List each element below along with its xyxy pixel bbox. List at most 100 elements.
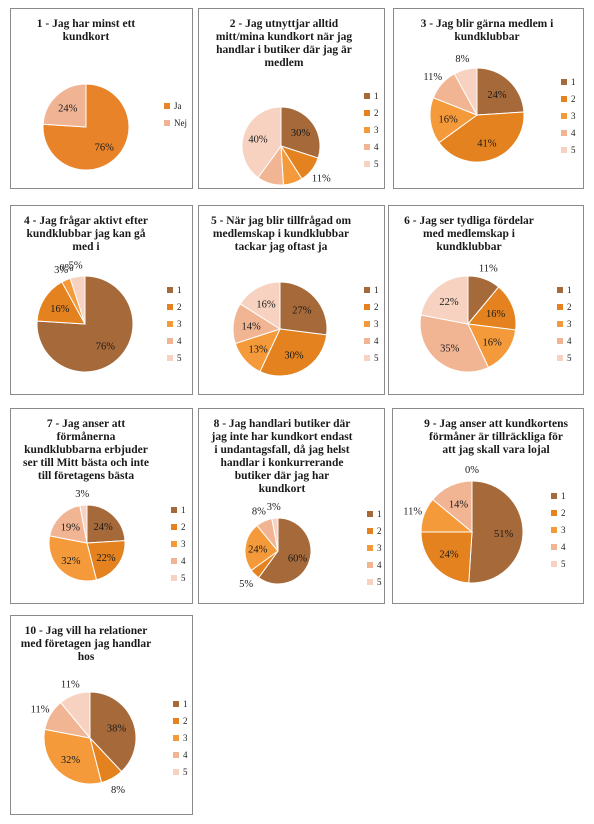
legend-label: 5 (177, 353, 182, 363)
slice-label: 0% (59, 263, 73, 274)
chart-title-line: 7 - Jag anser att (47, 418, 126, 430)
legend-label: 3 (374, 319, 379, 329)
legend-label: 4 (377, 560, 382, 570)
legend-label: 1 (377, 509, 382, 519)
chart-svg: 7 - Jag anser attförmånernakundklubbarna… (23, 418, 186, 583)
chart-title-line: 10 - Jag vill ha relationer (25, 625, 148, 637)
legend-label: 3 (177, 319, 182, 329)
legend-label: 4 (374, 336, 379, 346)
pie-slice (467, 323, 517, 369)
legend-label: 5 (571, 145, 576, 155)
slice-label: 22% (439, 297, 459, 308)
slice-label: 8% (111, 785, 125, 796)
pie-chart-7: 7 - Jag anser att förmånerna kundklubbarna… (10, 408, 193, 604)
pie-slice (36, 281, 86, 325)
pie-chart-6: 6 - Jag ser tydliga fördelar med medlemsk… (388, 205, 584, 395)
slice-label: 32% (61, 556, 81, 567)
legend-label: 1 (374, 285, 379, 295)
legend-label: 1 (567, 285, 572, 295)
pie-slice (89, 691, 137, 773)
pie-slice (79, 504, 88, 544)
legend-swatch (167, 304, 173, 310)
legend-label: 1 (183, 699, 188, 709)
legend-swatch (561, 96, 567, 102)
legend-swatch (367, 545, 373, 551)
slice-label: 24% (94, 522, 114, 533)
chart-title-line: i undantagsfall, då jag helst (214, 444, 349, 456)
pie-slice (241, 106, 282, 179)
slice-label: 40% (248, 135, 268, 146)
chart-title-line: ser till Mitt bästa och inte (23, 457, 149, 469)
chart-title-line: kundklubbar (436, 241, 501, 253)
legend-swatch (557, 304, 563, 310)
legend-swatch (364, 321, 370, 327)
pie-chart-2: 2 - Jag utnyttjar alltid mitt/mina kundko… (198, 8, 385, 189)
legend-swatch (551, 493, 557, 499)
legend-swatch (173, 701, 179, 707)
pie-slice (468, 480, 524, 584)
slice-label: 32% (61, 755, 81, 766)
pie-slice (86, 504, 126, 544)
legend-swatch (557, 287, 563, 293)
legend-label: 3 (181, 539, 186, 549)
chart-title-line: 3 - Jag blir gärna medlem i (421, 18, 554, 30)
chart-title-line: handlar i konkurrerande (221, 457, 344, 469)
legend-swatch (171, 575, 177, 581)
pie-slice (420, 275, 469, 325)
chart-title-line: kundklubbar (454, 31, 519, 43)
legend-swatch (367, 511, 373, 517)
chart-title-line: kundkort (259, 483, 306, 495)
pie-slice (438, 111, 525, 163)
legend-label: 5 (183, 767, 188, 777)
legend-label: 3 (571, 111, 576, 121)
slice-label: 16% (256, 299, 276, 310)
pie-chart-9: 9 - Jag anser att kundkortens förmåner är… (392, 408, 584, 604)
pie-slice (259, 328, 328, 377)
pie-slice (420, 531, 473, 584)
legend-label: 1 (177, 285, 182, 295)
slice-label: 0% (465, 465, 479, 476)
legend-label: 4 (177, 336, 182, 346)
legend-label: 4 (567, 336, 572, 346)
pie-slice (49, 505, 88, 544)
legend-label: 4 (561, 542, 566, 552)
pie-slice (239, 281, 281, 330)
legend-swatch (551, 510, 557, 516)
legend-label: 4 (374, 142, 379, 152)
slice-label: 11% (31, 704, 50, 715)
pie-slice (431, 480, 473, 534)
pie-slice (467, 286, 517, 331)
legend-label: 2 (374, 302, 379, 312)
slice-label: 8% (455, 54, 469, 65)
legend-swatch (173, 752, 179, 758)
pie-slice (279, 281, 328, 336)
slice-label: 41% (477, 138, 497, 149)
slice-label: 16% (486, 309, 506, 320)
chart-title-line: medlem (265, 57, 304, 69)
slice-label: 30% (284, 351, 304, 362)
legend-label: Nej (174, 118, 187, 128)
slice-label: 24% (487, 90, 507, 101)
legend-swatch (561, 147, 567, 153)
pie-slice (43, 728, 103, 785)
chart-title-line: 2 - Jag utnyttjar alltid (230, 18, 339, 30)
legend-label: 4 (183, 750, 188, 760)
legend-label: Ja (174, 101, 182, 111)
slice-label: 16% (50, 304, 70, 315)
pie-chart-1: 1 - Jag har minst ett kundkort 76% 24% Ja Nej (10, 8, 193, 189)
pie-slice (280, 106, 321, 159)
legend-swatch (171, 558, 177, 564)
legend-swatch (164, 120, 170, 126)
pie-chart-5: 5 - När jag blir tillfrågad om medlemskap… (198, 205, 385, 395)
slice-label: 19% (61, 522, 81, 533)
chart-title-line: jag inte har kundkort endast (210, 431, 352, 443)
slice-label: 76% (95, 142, 115, 153)
chart-title-line: 9 - Jag anser att kundkortens (424, 418, 568, 430)
pie-chart-3: 3 - Jag blir gärna medlem i kundklubbar 24… (393, 8, 584, 189)
